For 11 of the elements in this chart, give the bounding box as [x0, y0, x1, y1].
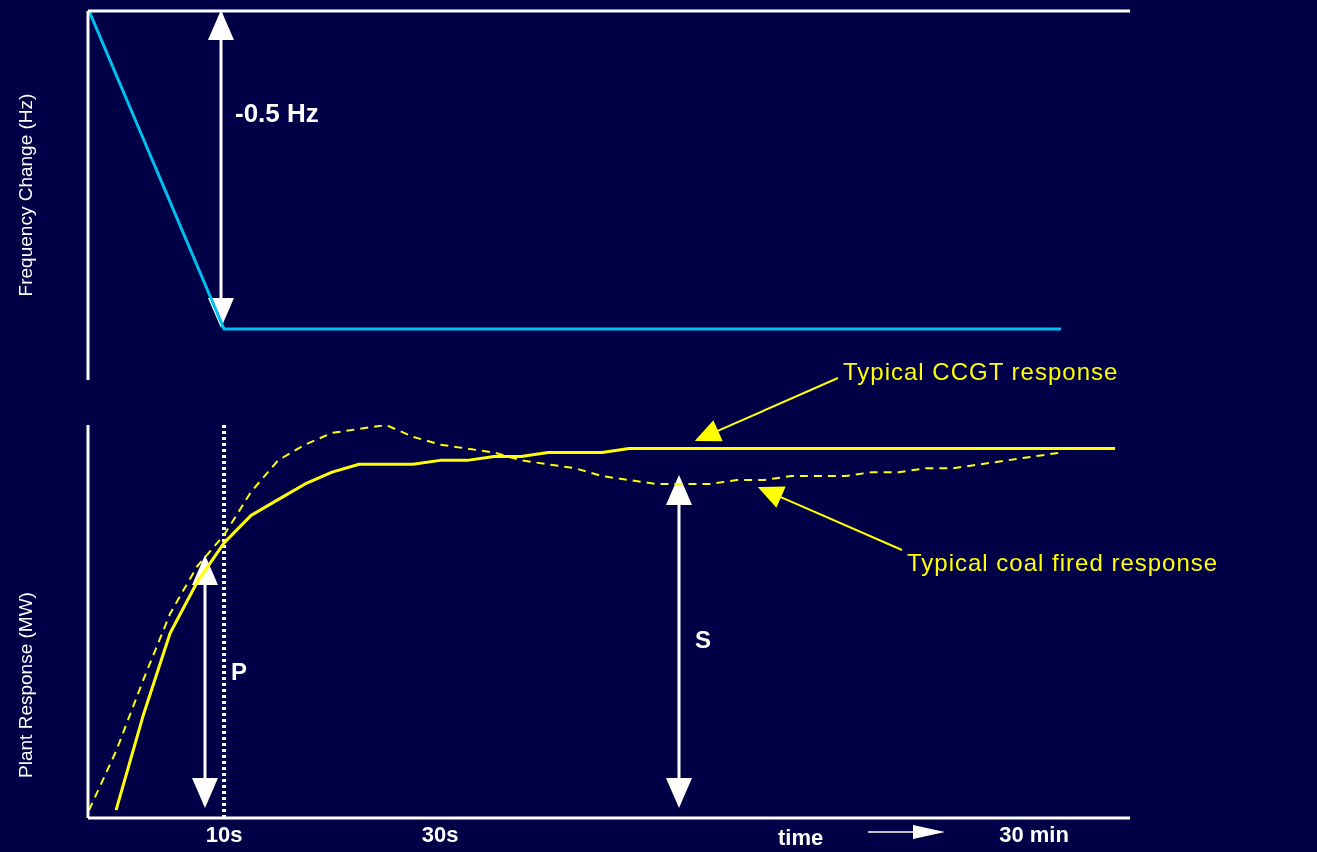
- y-axis-title: Frequency Change (Hz): [15, 93, 36, 297]
- y-axis-title: Plant Response (MW): [15, 592, 36, 778]
- annotation: Typical coal fired response: [907, 549, 1219, 576]
- x-axis-title: time: [778, 825, 824, 850]
- annotation: P: [231, 658, 248, 685]
- text: Typical CCGT response: [843, 358, 1119, 385]
- x-tick-label: 30s: [421, 821, 459, 847]
- x-tick-label: 10s: [205, 821, 243, 847]
- annotation: -0.5 Hz: [235, 98, 319, 128]
- x-tick-label: 30 min: [999, 821, 1069, 847]
- annotation: S: [695, 626, 712, 653]
